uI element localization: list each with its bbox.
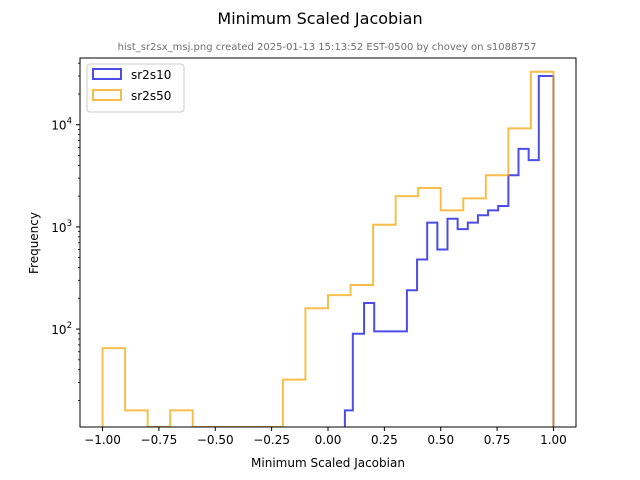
legend: sr2s10 sr2s50 [86, 63, 185, 113]
x-tick-label: 0.50 [427, 433, 454, 447]
chart-title: Minimum Scaled Jacobian [217, 9, 422, 28]
y-axis: 102 103 104 [51, 62, 80, 401]
x-tick-label: 1.00 [540, 433, 567, 447]
legend-label-sr2s50: sr2s50 [131, 89, 171, 103]
series-sr2s10-step [343, 74, 555, 427]
y-tick-label: 103 [51, 219, 72, 235]
y-tick-label: 102 [51, 321, 72, 337]
x-tick-label: −0.50 [197, 433, 234, 447]
x-axis: −1.00 −0.75 −0.50 −0.25 0.00 0.25 0.50 0.75 1.00 [84, 427, 567, 447]
plot-series [101, 70, 555, 427]
x-tick-label: 0.75 [484, 433, 511, 447]
x-tick-label: −1.00 [84, 433, 121, 447]
x-axis-label: Minimum Scaled Jacobian [251, 456, 405, 470]
legend-swatch-sr2s50 [92, 89, 122, 101]
series-sr2s50-step [101, 70, 555, 427]
y-axis-label: Frequency [27, 212, 41, 274]
y-tick-label: 104 [51, 117, 72, 133]
legend-label-sr2s10: sr2s10 [131, 68, 171, 82]
x-tick-label: −0.25 [253, 433, 290, 447]
chart-subtitle: hist_sr2sx_msj.png created 2025-01-13 15… [118, 42, 537, 53]
x-tick-label: −0.75 [141, 433, 178, 447]
legend-swatch-sr2s10 [92, 68, 122, 80]
x-tick-label: 0.25 [371, 433, 398, 447]
x-tick-label: 0.00 [315, 433, 342, 447]
